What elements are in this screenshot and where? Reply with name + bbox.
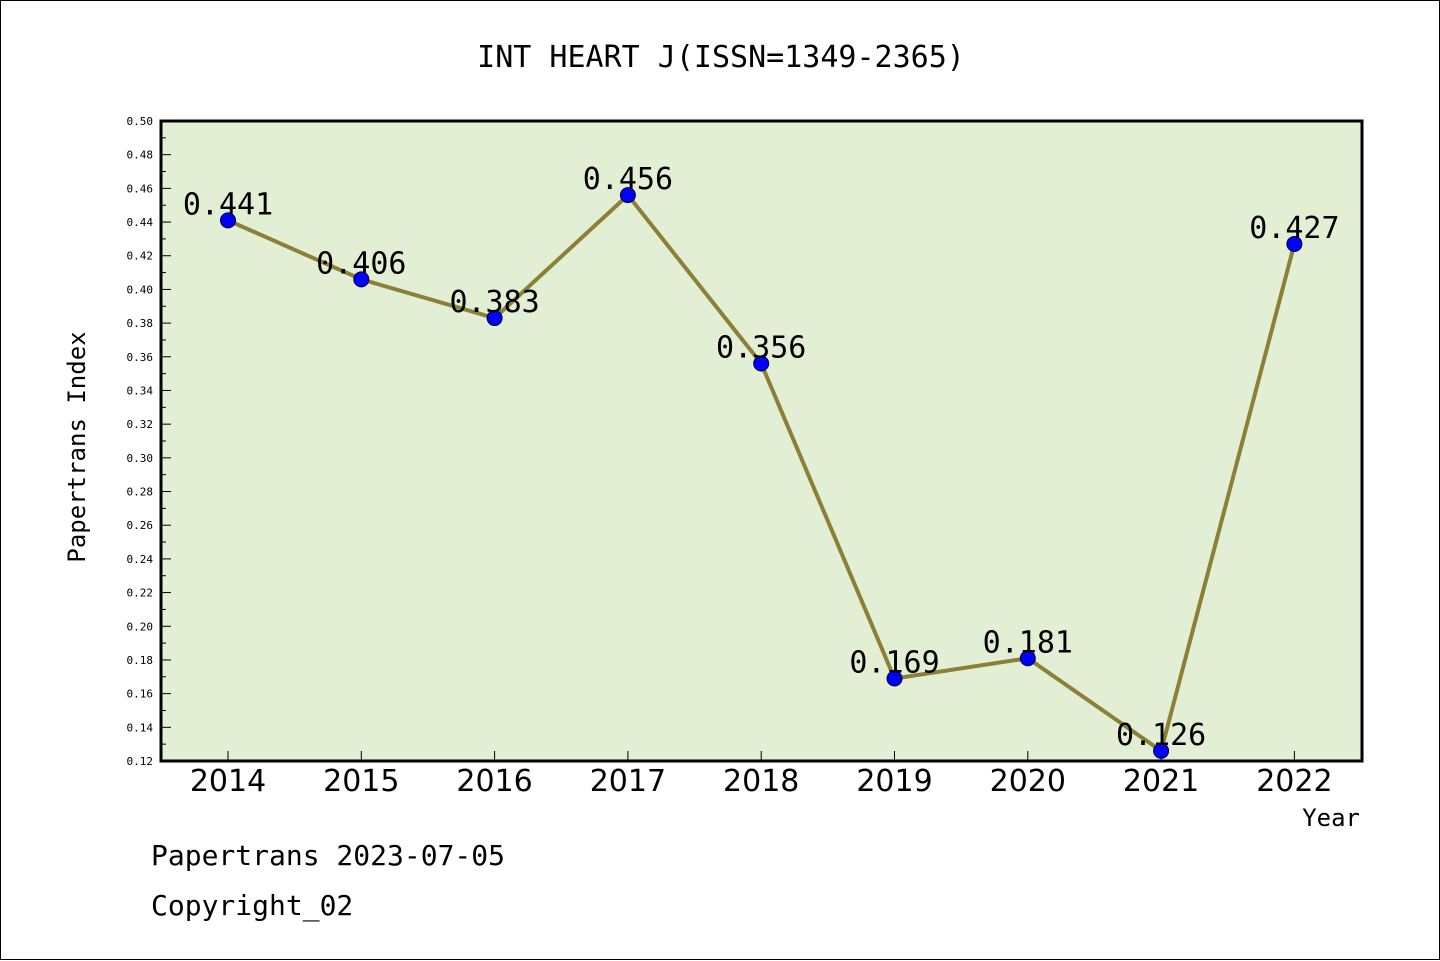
- y-tick-label: 0.38: [127, 317, 154, 330]
- x-tick-label: 2018: [723, 764, 799, 799]
- data-label: 0.356: [716, 331, 806, 366]
- data-label: 0.406: [316, 246, 406, 281]
- data-label: 0.181: [983, 625, 1073, 660]
- data-label: 0.126: [1116, 718, 1206, 753]
- y-tick-label: 0.24: [127, 553, 154, 566]
- data-label: 0.383: [449, 285, 539, 320]
- y-tick-label: 0.34: [127, 384, 154, 397]
- data-labels: 0.441 0.406 0.383 0.456 0.356 0.169 0.181 0.126…: [183, 162, 1340, 753]
- y-tick-label: 0.42: [127, 250, 154, 263]
- y-tick-label: 0.16: [127, 688, 154, 701]
- x-axis: 2014 2015 2016 2017 2018 2019 2020 2021 2022: [190, 751, 1333, 799]
- data-label: 0.441: [183, 187, 273, 222]
- x-tick-label: 2019: [856, 764, 932, 799]
- y-tick-label: 0.20: [127, 620, 154, 633]
- data-point: [486, 310, 503, 327]
- chart-title: INT HEART J(ISSN=1349-2365): [477, 40, 965, 75]
- data-point: [353, 271, 370, 288]
- x-tick-label: 2017: [590, 764, 666, 799]
- y-tick-label: 0.26: [127, 519, 154, 532]
- data-point: [1019, 650, 1036, 667]
- y-tick-label: 0.32: [127, 418, 154, 431]
- data-label: 0.456: [583, 162, 673, 197]
- y-tick-label: 0.44: [127, 216, 154, 229]
- y-tick-label: 0.14: [127, 721, 154, 734]
- y-tick-label: 0.46: [127, 182, 154, 195]
- y-tick-label: 0.22: [127, 587, 154, 600]
- x-axis-title: Year: [1302, 804, 1360, 832]
- y-tick-label: 0.48: [127, 149, 154, 162]
- y-tick-label: 0.12: [127, 755, 154, 768]
- y-tick-label: 0.40: [127, 283, 154, 296]
- x-tick-label: 2020: [990, 764, 1066, 799]
- data-point: [753, 355, 770, 372]
- x-tick-label: 2021: [1123, 764, 1199, 799]
- y-tick-label: 0.50: [127, 115, 154, 128]
- series-markers: [220, 187, 1303, 759]
- x-tick-label: 2015: [323, 764, 399, 799]
- x-tick-label: 2016: [456, 764, 532, 799]
- y-axis-title: Papertrans Index: [63, 331, 91, 562]
- data-point: [1286, 235, 1303, 252]
- footer-date-line: Papertrans 2023-07-05: [151, 839, 505, 872]
- footer-copyright-line: Copyright_02: [151, 889, 353, 923]
- y-tick-label: 0.18: [127, 654, 154, 667]
- plot-area: [159, 119, 1364, 763]
- data-point: [619, 187, 636, 204]
- y-tick-label: 0.28: [127, 486, 154, 499]
- data-point: [220, 212, 236, 229]
- y-axis: 0.12 0.14 0.16 0.18 0.20 0.22 0.24 0.26 0.28 0.30…: [127, 115, 171, 768]
- data-point: [1153, 742, 1170, 759]
- data-label: 0.169: [849, 645, 939, 680]
- data-label: 0.427: [1249, 211, 1339, 246]
- y-tick-label: 0.30: [127, 452, 154, 465]
- x-tick-label: 2014: [190, 764, 266, 799]
- x-tick-label: 2022: [1256, 764, 1332, 799]
- data-point: [886, 670, 903, 687]
- y-tick-label: 0.36: [127, 351, 154, 364]
